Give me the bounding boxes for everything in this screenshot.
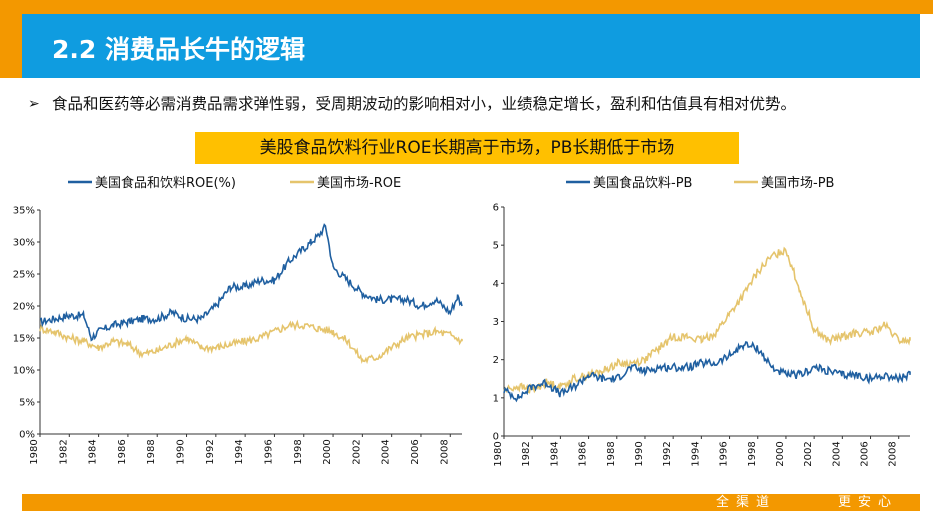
roe-chart: 美国食品和饮料ROE(%) 美国市场-ROE 35% 30% 25% 20% 15% 10% 5…: [13, 175, 463, 465]
title-left-accent: [0, 14, 22, 78]
bullet-arrow-icon: ➢: [28, 96, 40, 112]
x-tick-label: 2002: [803, 441, 814, 466]
footer-slogan-left: 全渠道: [716, 495, 777, 510]
x-tick-label: 2000: [775, 441, 786, 466]
y-tick-label: 2: [493, 355, 499, 366]
legend-label-0: 美国食品饮料-PB: [593, 175, 692, 191]
title-bar: [22, 14, 920, 78]
x-tick-label: 1988: [606, 441, 617, 466]
top-orange-band: [0, 0, 933, 14]
x-tick-label: 1980: [29, 439, 40, 464]
x-tick-label: 2004: [831, 441, 842, 466]
y-tick-label: 6: [493, 203, 499, 214]
x-tick-label: 2002: [351, 439, 362, 464]
x-tick-label: 1994: [234, 439, 245, 464]
page-title: 2.2 消费品长牛的逻辑: [52, 35, 305, 64]
x-tick-label: 1998: [747, 441, 758, 466]
x-tick-label: 1992: [662, 441, 673, 466]
legend-label-1: 美国市场-ROE: [317, 175, 401, 191]
y-tick-label: 3: [493, 317, 499, 328]
bullet-text: 食品和医药等必需消费品需求弹性弱，受周期波动的影响相对小，业绩稳定增长，盈利和估…: [52, 95, 797, 113]
x-tick-label: 2004: [381, 439, 392, 464]
x-tick-label: 1990: [176, 439, 187, 464]
y-tick-label: 4: [493, 279, 499, 290]
x-tick-label: 1984: [549, 441, 560, 466]
x-tick-label: 2006: [410, 439, 421, 464]
x-tick-label: 2008: [439, 439, 450, 464]
legend-label-1: 美国市场-PB: [761, 175, 834, 191]
y-tick-label: 1: [493, 393, 499, 404]
y-tick-label: 0: [493, 432, 499, 443]
x-tick-label: 1988: [146, 439, 157, 464]
x-tick-label: 1986: [578, 441, 589, 466]
series-line-0: [503, 340, 911, 403]
x-tick-label: 2000: [322, 439, 333, 464]
footer-slogan-right: 更安心: [838, 495, 899, 510]
y-tick-label: 20%: [13, 302, 35, 313]
y-tick-label: 10%: [13, 366, 35, 377]
x-tick-label: 2008: [888, 441, 899, 466]
y-tick-label: 15%: [13, 334, 35, 345]
x-tick-label: 2006: [860, 441, 871, 466]
x-tick-label: 1986: [117, 439, 128, 464]
x-tick-label: 1996: [719, 441, 730, 466]
x-tick-label: 1992: [205, 439, 216, 464]
y-tick-label: 5: [493, 241, 499, 252]
x-tick-label: 1982: [521, 441, 532, 466]
highlight-callout: 美股食品饮料行业ROE长期高于市场，PB长期低于市场: [195, 132, 739, 164]
x-tick-label: 1984: [88, 439, 99, 464]
series-line-0: [39, 223, 463, 342]
legend-label-0: 美国食品和饮料ROE(%): [95, 175, 236, 191]
x-tick-label: 1994: [690, 441, 701, 466]
y-tick-label: 5%: [19, 398, 35, 409]
x-tick-label: 1990: [634, 441, 645, 466]
x-tick-label: 1980: [493, 441, 504, 466]
y-tick-label: 30%: [13, 238, 35, 249]
footer-bar: [22, 494, 920, 511]
x-tick-label: 1998: [293, 439, 304, 464]
series-line-1: [503, 246, 911, 394]
y-tick-label: 25%: [13, 270, 35, 281]
series-line-1: [39, 319, 463, 365]
x-tick-label: 1982: [58, 439, 69, 464]
y-tick-label: 35%: [13, 206, 35, 217]
y-tick-label: 0%: [19, 430, 35, 441]
x-tick-label: 1996: [263, 439, 274, 464]
